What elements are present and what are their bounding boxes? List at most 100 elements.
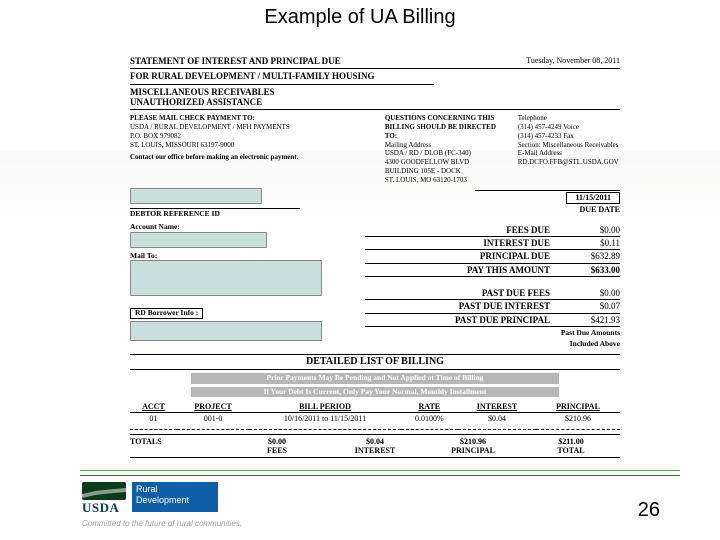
totals-value: $0.04 [366,437,384,446]
questions-header: QUESTIONS CONCERNING THIS BILLING SHOULD… [385,114,510,140]
doc-header-row: STATEMENT OF INTEREST AND PRINCIPAL DUE … [130,56,620,69]
kv-value: $0.00 [558,288,620,298]
questions-right-line: RD.DCFO.FFB@STL.USDA.GOV [518,158,620,167]
banner-2: If Your Debt Is Current, Only Pay Your N… [191,387,559,398]
doc-header-3: MISCELLANEOUS RECEIVABLES [130,87,275,97]
table-divider [130,425,620,430]
cell: $0.04 [458,413,536,425]
mail-to-line: USDA / RURAL DEVELOPMENT / MFH PAYMENTS [130,123,365,132]
totals-fees: $0.00 FEES [228,437,326,455]
col-acct: ACCT [130,401,177,413]
col-bill-period: BILL PERIOD [249,401,400,413]
footer-rule [80,470,680,476]
questions-line: 4300 GOODFELLOW BLVD [385,158,510,167]
cell: 10/16/2011 to 11/15/2011 [249,413,400,425]
cell: 001-0 [177,413,250,425]
questions-right-line: Section: Miscellaneous Receivables [518,141,620,150]
doc-header-3-row: MISCELLANEOUS RECEIVABLES UNAUTHORIZED A… [130,85,620,111]
debtor-ref-label: DEBTOR REFERENCE ID [130,208,300,219]
totals-principal: $210.96 PRINCIPAL [424,437,522,455]
past-due-note-2: Included Above [365,340,620,349]
questions-right-line: (314) 457-4233 Fax [518,132,620,141]
kv-interest-due: INTEREST DUE $0.11 [365,237,620,250]
banner-1: Prior Payments May Be Pending and Not Ap… [191,373,559,384]
questions-right-line: (314) 457-4249 Voice [518,123,620,132]
doc-header-2: FOR RURAL DEVELOPMENT / MULTI-FAMILY HOU… [130,69,434,84]
redaction-box [130,321,322,341]
totals-sub: FEES [267,446,287,455]
usda-text: USDA [82,500,126,516]
footer-tagline: Committed to the future of rural communi… [82,519,242,528]
questions-right-line: E-Mail Address [518,149,620,158]
totals-sub: INTEREST [355,446,395,455]
table-row: 01 001-0 10/16/2011 to 11/15/2011 0.0100… [130,413,620,425]
totals-sub: PRINCIPAL [451,446,495,455]
col-interest: INTEREST [458,401,536,413]
redaction-box [130,232,267,248]
kv-past-fees: PAST DUE FEES $0.00 [365,287,620,300]
slide: Example of UA Billing STATEMENT OF INTER… [0,0,720,540]
doc-header-1: STATEMENT OF INTEREST AND PRINCIPAL DUE [130,56,341,66]
totals-interest: $0.04 INTEREST [326,437,424,455]
kv-past-principal: PAST DUE PRINCIPAL $421.93 [365,314,620,327]
right-amounts: 11/15/2011 DUE DATE FEES DUE $0.00 INTER… [365,188,620,348]
kv-value: $421.93 [558,315,620,325]
kv-label: FEES DUE [365,225,558,235]
left-fields: DEBTOR REFERENCE ID Account Name: Mail T… [130,188,340,341]
kv-value: $0.00 [558,225,620,235]
questions-col: QUESTIONS CONCERNING THIS BILLING SHOULD… [385,114,620,184]
col-project: PROJECT [177,401,250,413]
footer-logo: USDA Rural Development [82,482,218,512]
table-header-row: ACCT PROJECT BILL PERIOD RATE INTEREST P… [130,401,620,413]
kv-value: $0.07 [558,301,620,311]
rd-borrower-label: RD Borrower Info : [130,308,203,319]
mid-section: DEBTOR REFERENCE ID Account Name: Mail T… [130,188,620,348]
totals-value: $0.00 [268,437,286,446]
kv-fees-due: FEES DUE $0.00 [365,224,620,237]
kv-principal-due: PRINCIPAL DUE $632.89 [365,250,620,263]
kv-label: PAST DUE FEES [365,288,558,298]
doc-date: Tuesday, November 08, 2011 [526,56,620,66]
totals-value: $211.00 [558,437,584,446]
mail-to-col: PLEASE MAIL CHECK PAYMENT TO: USDA / RUR… [130,114,365,184]
usda-logo-icon: USDA [82,482,126,512]
detail-header: DETAILED LIST OF BILLING [130,354,620,370]
mail-to-line: P.O. BOX 979082 [130,132,365,141]
totals-label: TOTALS [130,437,228,455]
kv-label: PAST DUE INTEREST [365,301,558,311]
rural-line2: Development [136,495,214,506]
cell: $210.96 [536,413,620,425]
totals-value: $210.96 [460,437,486,446]
doc-header-4: UNAUTHORIZED ASSISTANCE [130,97,275,107]
mail-to-line: ST. LOUIS, MISSOURI 63197-9000 [130,141,365,150]
rural-line1: Rural [136,484,214,495]
totals-sub: TOTAL [557,446,584,455]
questions-line: Mailing Address [385,141,510,150]
cell: 01 [130,413,177,425]
col-principal: PRINCIPAL [536,401,620,413]
redaction-box [130,260,322,296]
kv-label: PAY THIS AMOUNT [365,265,558,275]
totals-total: $211.00 TOTAL [522,437,620,455]
billing-table: ACCT PROJECT BILL PERIOD RATE INTEREST P… [130,401,620,429]
rural-development-badge: Rural Development [132,482,218,512]
kv-value: $0.11 [558,238,620,248]
kv-value: $633.00 [558,265,620,275]
kv-label: INTEREST DUE [365,238,558,248]
slide-title: Example of UA Billing [0,6,720,29]
kv-value: $632.89 [558,251,620,261]
col-rate: RATE [401,401,458,413]
kv-label: PAST DUE PRINCIPAL [365,315,558,325]
questions-right-line: Telephone [518,114,620,123]
mail-to-label: Mail To: [130,252,340,261]
past-due-note-1: Past Due Amounts [365,329,620,338]
totals-row: TOTALS $0.00 FEES $0.04 INTEREST $210.96… [130,434,620,458]
questions-line: USDA / RD / DLOB (FC-340) [385,149,510,158]
questions-line: BUILDING 105E - DOCK [385,167,510,176]
questions-line: ST. LOUIS, MO 63120-1703 [385,176,510,185]
kv-label: PRINCIPAL DUE [365,251,558,261]
account-name-label: Account Name: [130,223,340,232]
billing-document: STATEMENT OF INTEREST AND PRINCIPAL DUE … [130,56,620,458]
redaction-box [130,188,262,204]
due-date-label: DUE DATE [579,205,620,214]
